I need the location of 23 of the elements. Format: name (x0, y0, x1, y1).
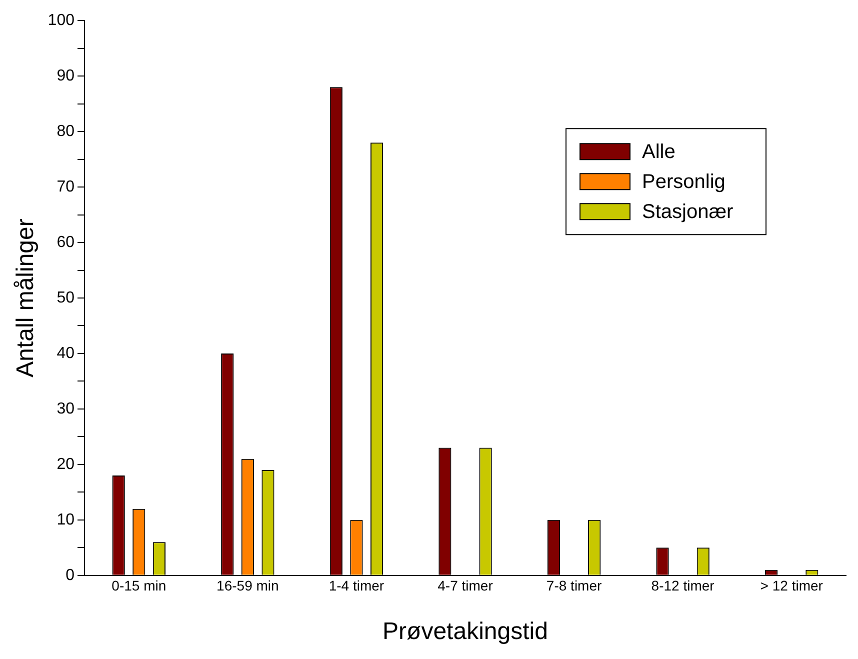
x-tick-label: 0-15 min (112, 578, 166, 594)
legend-label: Alle (642, 141, 676, 164)
legend-label: Stasjonær (642, 201, 734, 224)
y-axis-title: Antall målinger (12, 218, 40, 378)
y-tick-label: 70 (56, 178, 75, 196)
y-tick-label: 40 (56, 344, 75, 362)
y-tick-label: 100 (48, 12, 75, 30)
x-tick-label: 16-59 min (216, 578, 279, 594)
x-tick-label: 1-4 timer (328, 578, 384, 594)
x-tick-label: 7-8 timer (546, 578, 602, 594)
x-tick-label: > 12 timer (760, 578, 824, 594)
y-tick-label: 60 (56, 234, 75, 251)
y-tick-label: 90 (56, 67, 75, 84)
y-tick-label: 50 (56, 289, 75, 306)
x-axis-title: Prøvetakingstid (382, 618, 548, 646)
y-tick-label: 30 (56, 400, 75, 418)
y-tick-label: 0 (66, 566, 75, 584)
x-tick-label: 8-12 timer (651, 578, 715, 594)
x-tick-label: 4-7 timer (438, 578, 494, 594)
y-tick-label: 80 (56, 122, 75, 140)
y-tick-label: 10 (56, 511, 75, 528)
y-tick-label: 20 (56, 456, 75, 473)
legend-label: Personlig (642, 171, 726, 194)
